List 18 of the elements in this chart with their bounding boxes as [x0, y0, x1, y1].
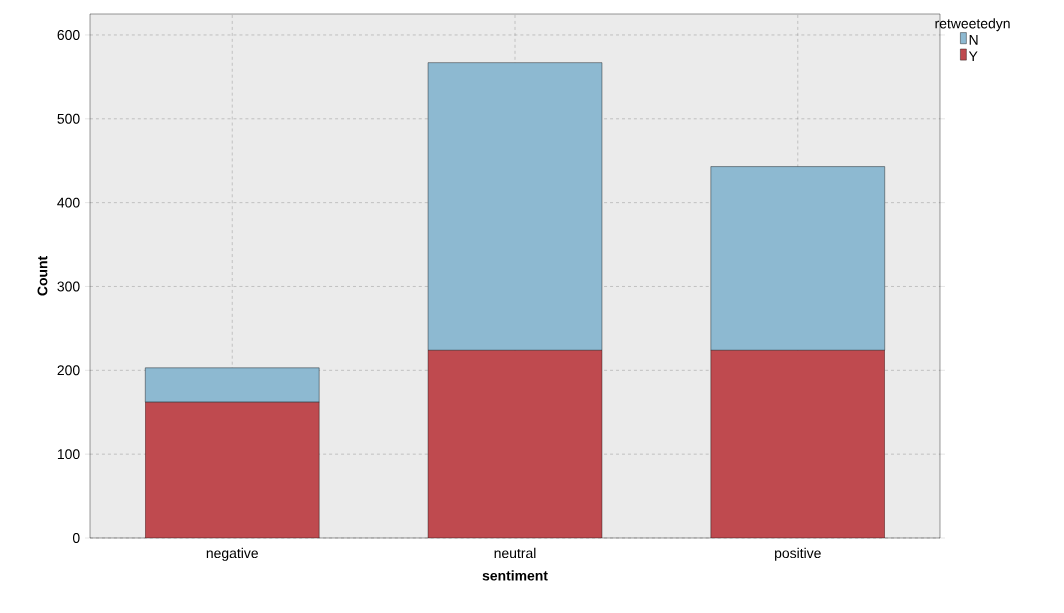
y-tick-label: 400 [57, 197, 80, 208]
x-tick-label: positive [775, 547, 821, 561]
y-tick-label: 300 [57, 281, 80, 292]
y-tick-label: 0 [72, 533, 80, 543]
bar [427, 350, 603, 538]
y-tick-label: 200 [57, 365, 80, 376]
x-tick-label: negative [206, 547, 258, 561]
legend-label: N [969, 35, 978, 45]
y-tick-label: 600 [57, 30, 80, 40]
y-tick-label: 500 [57, 113, 80, 124]
y-axis-title: Count [37, 256, 48, 296]
legend-title: retweetedyn [935, 18, 1010, 32]
x-axis-title: sentiment [482, 570, 548, 581]
legend-label: Y [968, 51, 978, 62]
bar [145, 401, 320, 538]
x-tick-label: neutral [494, 547, 536, 559]
y-tick-label: 100 [57, 449, 80, 460]
bar [710, 350, 885, 538]
